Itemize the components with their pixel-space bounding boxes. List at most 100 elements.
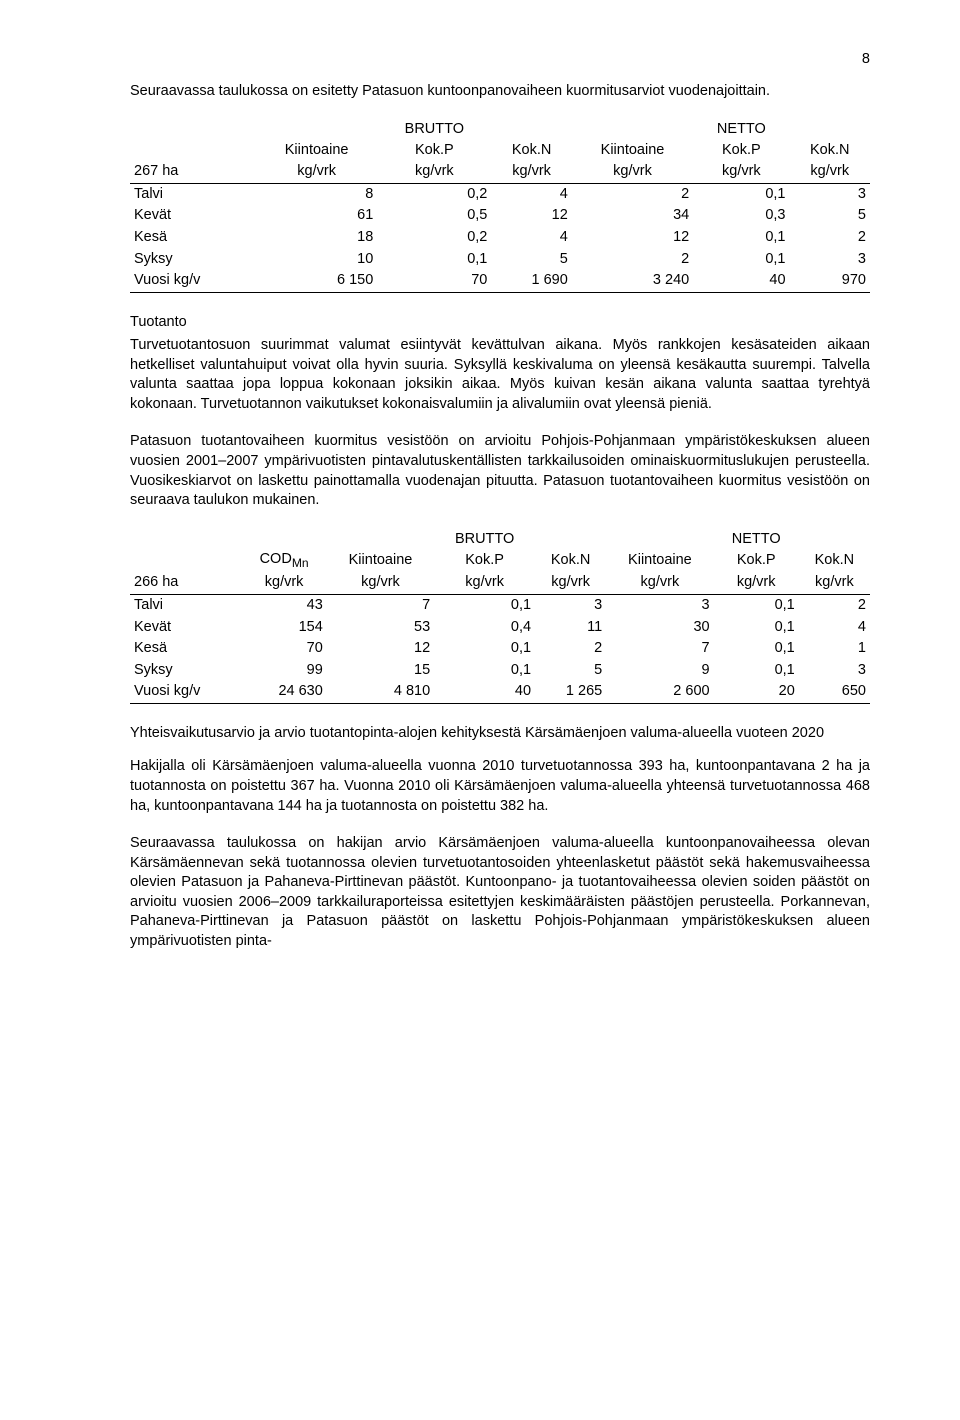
- table-cell: 0,1: [377, 249, 491, 271]
- table-cell: 650: [799, 681, 870, 703]
- table-cell: 9: [606, 660, 713, 682]
- table-cell: 34: [572, 205, 693, 227]
- table-row: Syksy99150,1590,13: [130, 660, 870, 682]
- table-cell: 3: [535, 595, 606, 617]
- table-cell: 0,1: [434, 660, 535, 682]
- table-cell: Kevät: [130, 205, 256, 227]
- table-cell: 0,4: [434, 617, 535, 639]
- table-row: Vuosi kg/v24 6304 810401 2652 60020650: [130, 681, 870, 703]
- table-cell: 30: [606, 617, 713, 639]
- table-cell: 4: [799, 617, 870, 639]
- table-row: Kesä180,24120,12: [130, 227, 870, 249]
- table-cell: 2 600: [606, 681, 713, 703]
- table2-colhdr-row1: CODMn Kiintoaine Kok.P Kok.N Kiintoaine …: [130, 549, 870, 572]
- table-cell: 70: [241, 638, 326, 660]
- table2-group-left: BRUTTO: [434, 529, 535, 550]
- table-cell: 0,1: [714, 660, 799, 682]
- table-cell: 15: [327, 660, 434, 682]
- table-cell: 0,1: [714, 638, 799, 660]
- table-cell: 0,3: [693, 205, 789, 227]
- table1-left-label: 267 ha: [130, 161, 256, 183]
- table-cell: 5: [535, 660, 606, 682]
- table-cell: 7: [327, 595, 434, 617]
- table-cell: 0,1: [714, 595, 799, 617]
- table-cell: 1 265: [535, 681, 606, 703]
- table-cell: 40: [693, 270, 789, 292]
- table-cell: 7: [606, 638, 713, 660]
- table-cell: Kesä: [130, 638, 241, 660]
- table-cell: 0,1: [693, 227, 789, 249]
- table2-group-header: BRUTTO NETTO: [130, 529, 870, 550]
- table-cell: Syksy: [130, 249, 256, 271]
- table1-colhdr-row1: Kiintoaine Kok.P Kok.N Kiintoaine Kok.P …: [130, 140, 870, 162]
- table-cell: 1 690: [491, 270, 571, 292]
- table-cell: 4: [491, 183, 571, 205]
- table2-left-label: 266 ha: [130, 572, 241, 594]
- table-cell: 0,1: [714, 617, 799, 639]
- tuotanto-heading: Tuotanto: [130, 313, 870, 333]
- table2-group-right: NETTO: [714, 529, 799, 550]
- page-number: 8: [130, 50, 870, 70]
- tuotanto-p1: Turvetuotantosuon suurimmat valumat esii…: [130, 336, 870, 414]
- table-brutto-netto-1: BRUTTO NETTO Kiintoaine Kok.P Kok.N Kiin…: [130, 119, 870, 293]
- table-row: Kevät154530,411300,14: [130, 617, 870, 639]
- table-cell: 5: [491, 249, 571, 271]
- table-cell: 3: [790, 183, 870, 205]
- table-cell: 0,1: [693, 183, 789, 205]
- table-cell: 2: [790, 227, 870, 249]
- table-row: Vuosi kg/v6 150701 6903 24040970: [130, 270, 870, 292]
- table-cell: 43: [241, 595, 326, 617]
- table-row: Kevät610,512340,35: [130, 205, 870, 227]
- table1-group-left: BRUTTO: [377, 119, 491, 140]
- table-cell: 8: [256, 183, 377, 205]
- table-cell: 154: [241, 617, 326, 639]
- table-cell: 0,1: [434, 638, 535, 660]
- table-cell: 0,5: [377, 205, 491, 227]
- page: 8 Seuraavassa taulukossa on esitetty Pat…: [0, 0, 960, 1011]
- table-cell: 53: [327, 617, 434, 639]
- yhteis-heading: Yhteisvaikutusarvio ja arvio tuotantopin…: [130, 724, 870, 744]
- table-cell: 70: [377, 270, 491, 292]
- table-row: Syksy100,1520,13: [130, 249, 870, 271]
- table-cell: 0,2: [377, 183, 491, 205]
- table1-group-header: BRUTTO NETTO: [130, 119, 870, 140]
- table2-colhdr-row2: 266 ha kg/vrk kg/vrk kg/vrk kg/vrk kg/vr…: [130, 572, 870, 594]
- table-cell: 24 630: [241, 681, 326, 703]
- table1-colhdr-row2: 267 ha kg/vrk kg/vrk kg/vrk kg/vrk kg/vr…: [130, 161, 870, 183]
- table-cell: 4: [491, 227, 571, 249]
- table-cell: Vuosi kg/v: [130, 681, 241, 703]
- table-cell: 2: [535, 638, 606, 660]
- table-cell: 2: [572, 183, 693, 205]
- table-row: Kesä70120,1270,11: [130, 638, 870, 660]
- table1-group-right: NETTO: [693, 119, 789, 140]
- table-cell: 40: [434, 681, 535, 703]
- table-cell: Talvi: [130, 183, 256, 205]
- table-row: Talvi4370,1330,12: [130, 595, 870, 617]
- table-cell: Kesä: [130, 227, 256, 249]
- table-cell: 0,1: [693, 249, 789, 271]
- table-cell: 12: [491, 205, 571, 227]
- table-row: Talvi80,2420,13: [130, 183, 870, 205]
- table-cell: 4 810: [327, 681, 434, 703]
- table-cell: 1: [799, 638, 870, 660]
- table-cell: 61: [256, 205, 377, 227]
- table-cell: 12: [572, 227, 693, 249]
- table-cell: Vuosi kg/v: [130, 270, 256, 292]
- table-cell: 3: [799, 660, 870, 682]
- table-cell: 11: [535, 617, 606, 639]
- table-cell: 2: [799, 595, 870, 617]
- table-cell: 970: [790, 270, 870, 292]
- table-cell: 5: [790, 205, 870, 227]
- table-cell: 3: [790, 249, 870, 271]
- yhteis-p1: Hakijalla oli Kärsämäenjoen valuma-aluee…: [130, 757, 870, 816]
- intro-paragraph: Seuraavassa taulukossa on esitetty Patas…: [130, 82, 870, 102]
- table-cell: 18: [256, 227, 377, 249]
- table-cell: 99: [241, 660, 326, 682]
- tuotanto-p2: Patasuon tuotantovaiheen kuormitus vesis…: [130, 432, 870, 510]
- table-cell: 2: [572, 249, 693, 271]
- table-cell: 3: [606, 595, 713, 617]
- table-cell: 20: [714, 681, 799, 703]
- table-cell: 12: [327, 638, 434, 660]
- yhteis-p2: Seuraavassa taulukossa on hakijan arvio …: [130, 834, 870, 951]
- table-cell: Talvi: [130, 595, 241, 617]
